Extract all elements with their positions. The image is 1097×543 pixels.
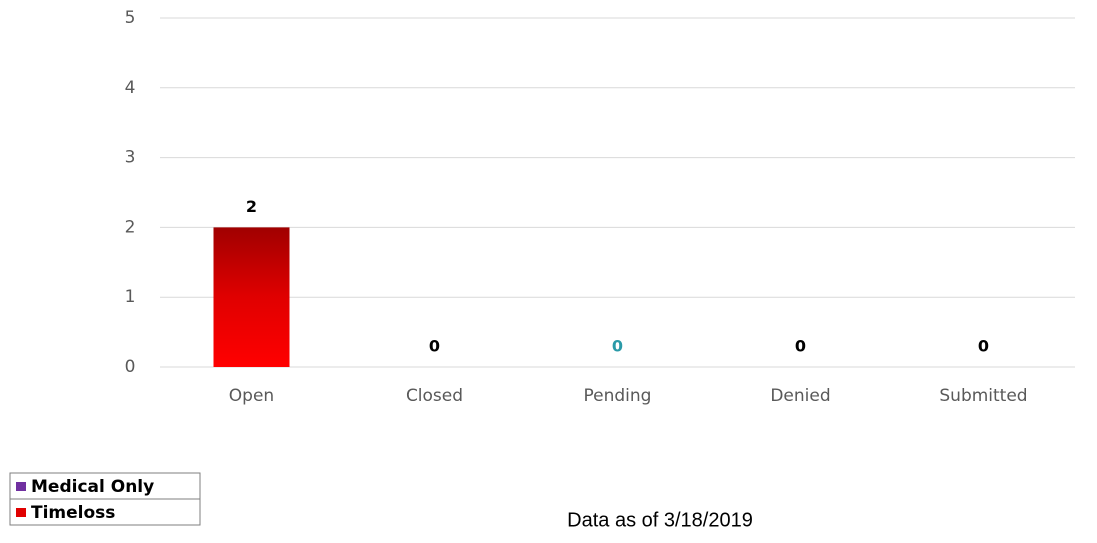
y-tick-label: 0 [125,357,136,377]
value-label: 0 [429,337,440,356]
y-tick-label: 4 [125,78,136,98]
legend-label: Timeloss [31,503,115,523]
x-tick-label: Closed [406,386,463,406]
bar [213,227,290,367]
x-tick-label: Open [229,386,274,406]
x-tick-label: Denied [770,386,830,406]
y-tick-label: 1 [125,287,136,307]
legend-box [9,498,201,526]
y-tick-label: 5 [125,8,136,28]
value-label: 2 [246,197,257,216]
y-tick-label: 3 [125,148,136,168]
x-tick-label: Pending [584,386,652,406]
y-tick-label: 2 [125,217,136,237]
value-label: 0 [795,337,806,356]
value-label: 0 [978,337,989,356]
legend-swatch [16,482,26,491]
legend-label: Medical Only [31,477,154,497]
legend-swatch [16,508,26,517]
value-label: 0 [612,337,623,356]
note: Data as of 3/18/2019 [567,509,753,531]
x-tick-label: Submitted [939,386,1027,406]
